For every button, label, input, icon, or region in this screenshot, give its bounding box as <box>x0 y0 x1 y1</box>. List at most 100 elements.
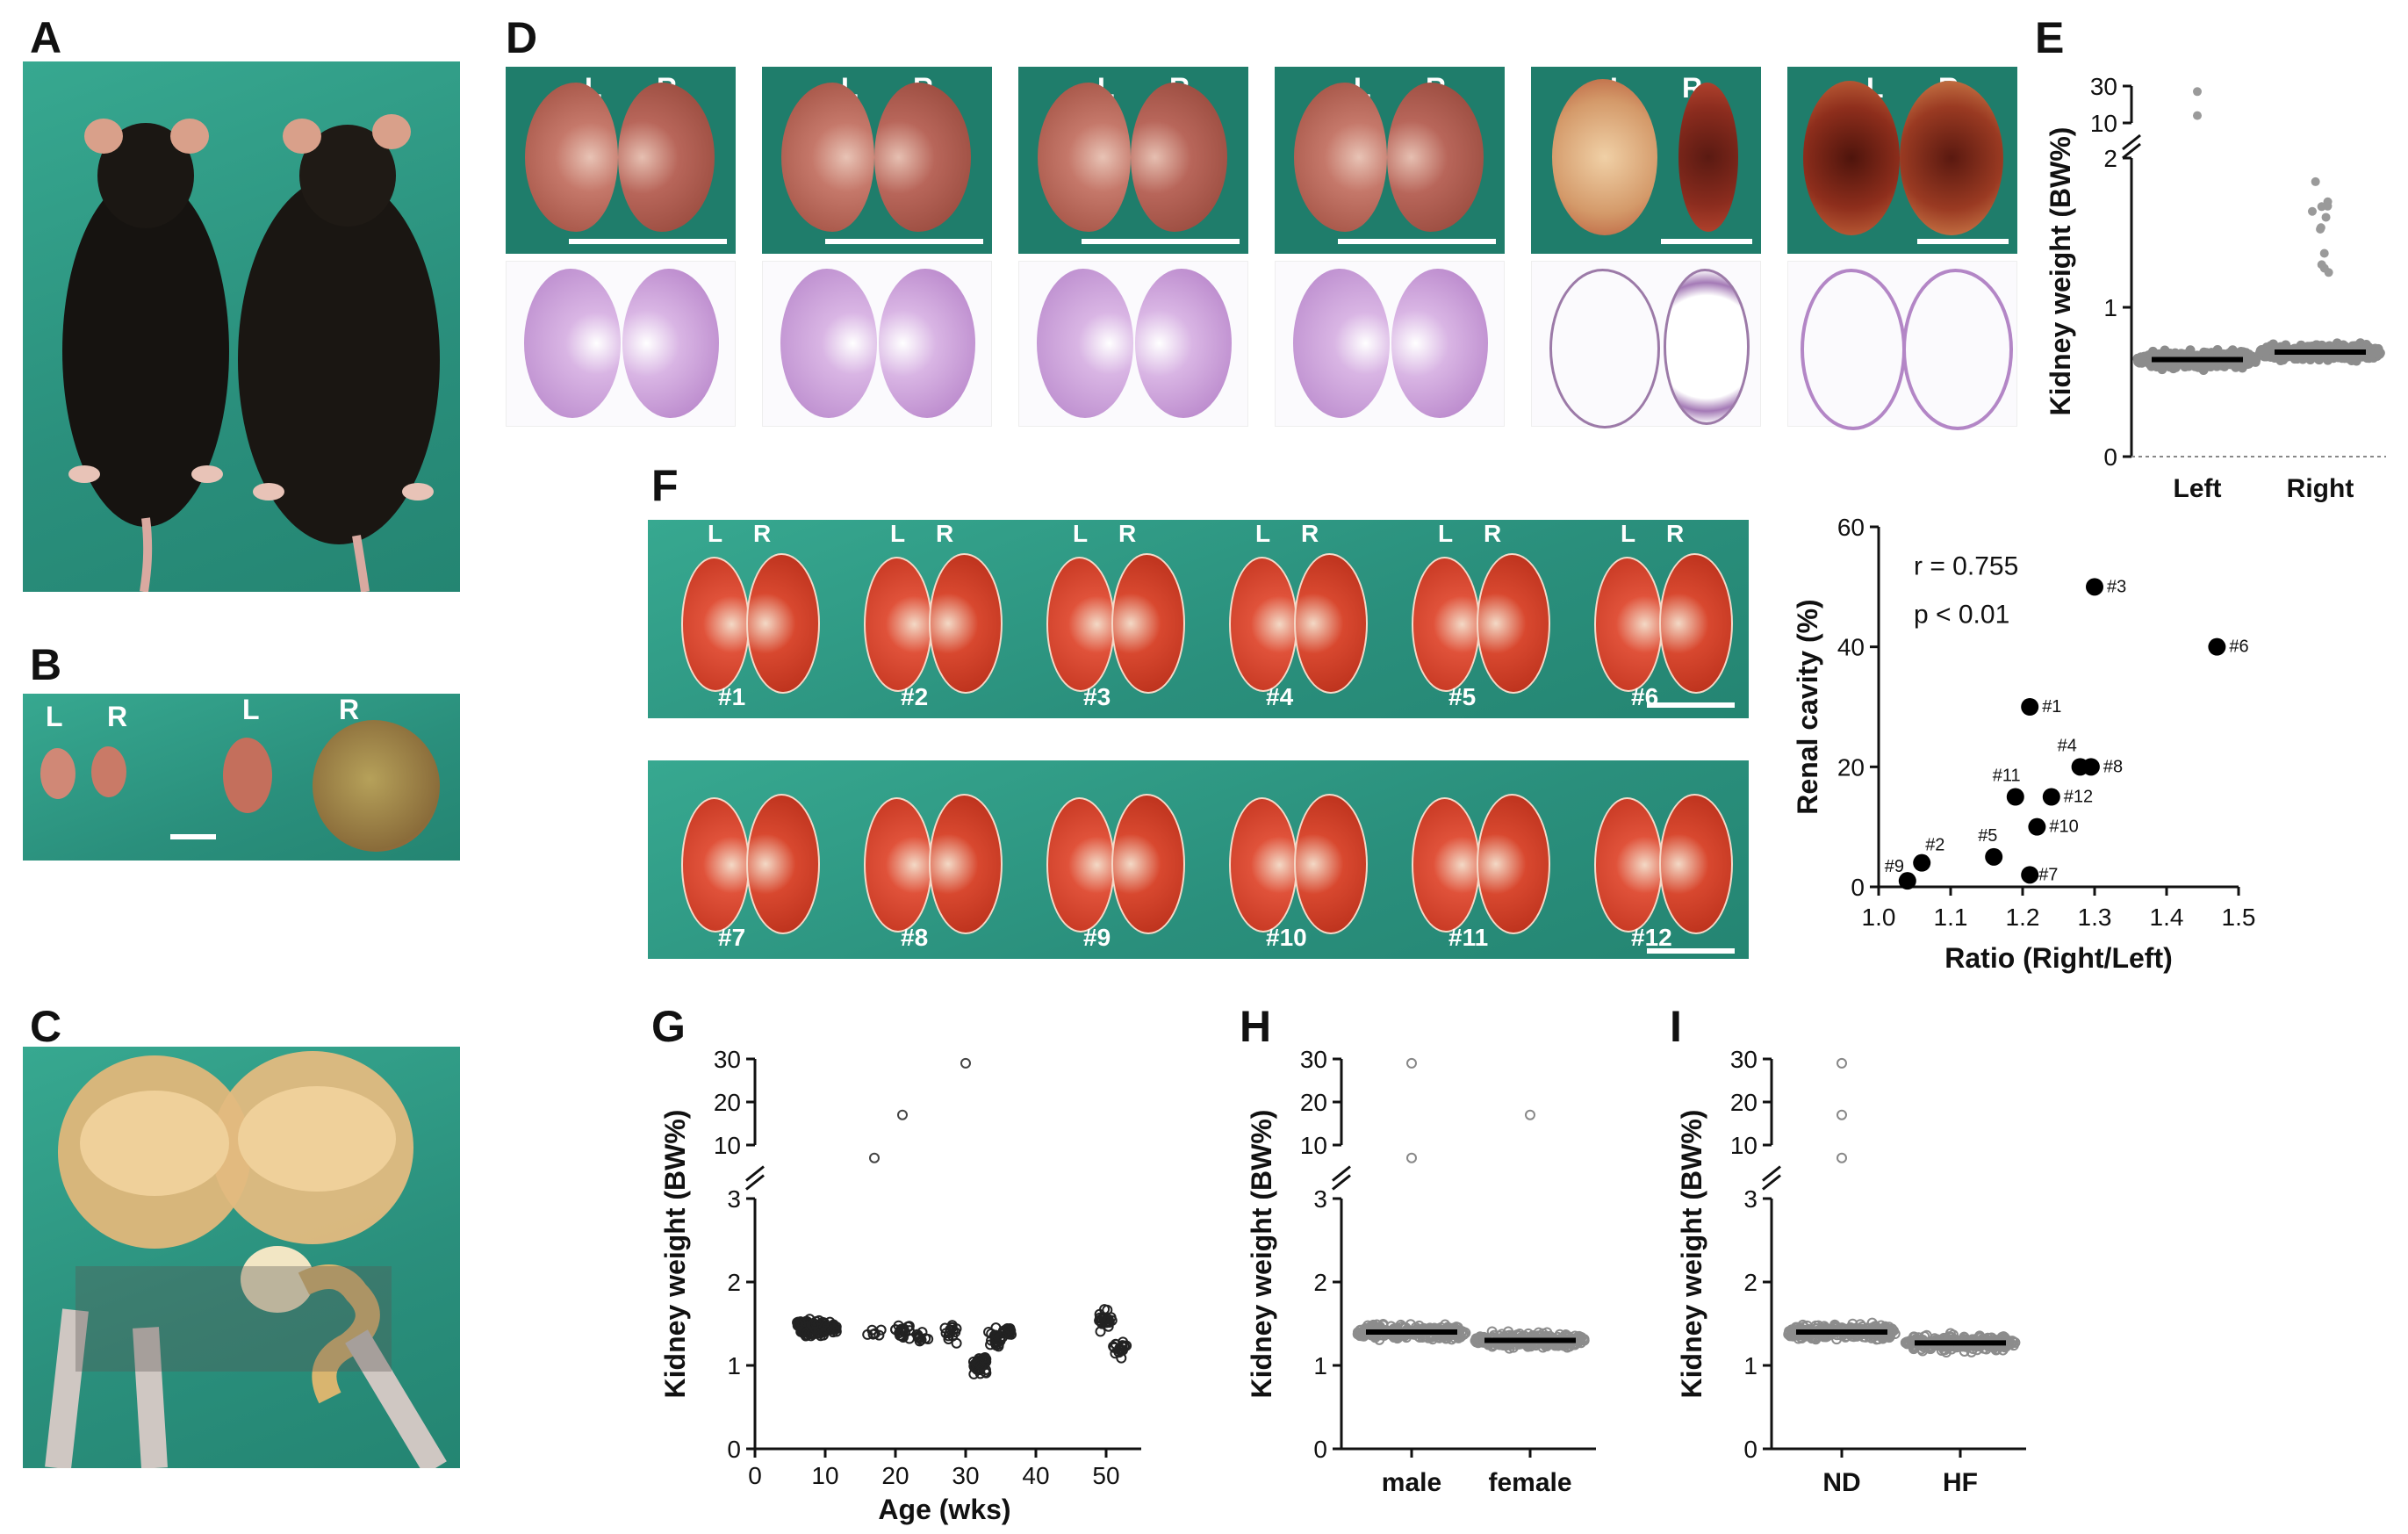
side-label-left: L <box>708 520 723 547</box>
data-point <box>2254 348 2265 358</box>
y-tick-label: 40 <box>1837 634 1865 661</box>
y-axis-label: Kidney weight (BW%) <box>2045 127 2076 416</box>
data-point <box>1790 1322 1801 1334</box>
outlier-point <box>869 1152 880 1163</box>
d-panel: LR <box>506 67 736 427</box>
kidney-right <box>1477 553 1550 694</box>
kidney-left <box>1046 557 1115 692</box>
d-histology <box>1531 261 1761 429</box>
data-point <box>944 1327 955 1338</box>
axis-break <box>1332 1174 1351 1191</box>
outlier-point <box>1837 1057 1847 1069</box>
side-label-right: R <box>1666 520 1685 547</box>
side-label-right: R <box>1484 520 1502 547</box>
data-point <box>2021 698 2039 716</box>
outlier-point <box>897 1109 908 1120</box>
data-point <box>827 1320 838 1331</box>
x-category-label: Right <box>2287 474 2354 503</box>
side-label-left: L <box>890 520 906 547</box>
data-point <box>2368 349 2378 359</box>
y-axis-label: Kidney weight (BW%) <box>659 1110 691 1399</box>
data-point <box>2006 788 2024 806</box>
x-tick-label: 0 <box>748 1462 762 1489</box>
data-point <box>1117 1341 1128 1352</box>
kidney-left <box>1412 797 1480 933</box>
y-tick-label: 20 <box>1300 1089 1327 1116</box>
photo-kidneys-b: L R L R <box>23 694 460 861</box>
y-tick-label: 20 <box>1837 753 1865 781</box>
panel-label-f: F <box>651 461 679 510</box>
side-label-right: R <box>339 694 360 725</box>
stats-annotation: r = 0.755 <box>1914 552 2018 581</box>
data-point <box>873 1329 885 1341</box>
histo-left <box>1549 269 1660 429</box>
d-histology <box>762 261 992 427</box>
axis-break <box>2122 133 2141 151</box>
d-histology <box>1275 261 1505 427</box>
y-tick-label: 2 <box>1743 1269 1757 1296</box>
side-label-left: L <box>1255 520 1271 547</box>
scale-bar <box>825 239 983 244</box>
kidney-right <box>929 553 1003 694</box>
d-histology <box>506 261 736 427</box>
data-point <box>950 1327 961 1338</box>
data-point <box>951 1337 962 1349</box>
point-label: #5 <box>1978 826 1997 846</box>
kidney-left <box>1046 797 1115 933</box>
y-tick-label: 2 <box>2103 145 2117 172</box>
kidney-left <box>1594 557 1663 692</box>
data-point <box>2028 817 2046 836</box>
data-point <box>2008 1340 2019 1351</box>
data-point <box>795 1318 807 1329</box>
histo-left <box>780 269 877 419</box>
photo-f-row1: L R #1 L R #2 L R #3 L R #4 L R #5 L R #6 <box>648 520 1749 718</box>
kidney-right <box>1111 553 1185 694</box>
y-tick-label: 3 <box>1743 1185 1757 1213</box>
histo-right <box>622 269 719 419</box>
panel-label-e: E <box>2035 13 2065 62</box>
kidney-right <box>1387 83 1484 232</box>
stats-annotation: p < 0.01 <box>1914 600 2009 629</box>
y-tick-label: 20 <box>714 1089 741 1116</box>
d-panel: LR <box>1531 67 1761 429</box>
photo-f-row2: #7 #8 #9 #10 #11 #12 <box>648 760 1749 959</box>
y-tick-label: 0 <box>1743 1436 1757 1463</box>
axis-break <box>745 1174 765 1191</box>
scale-bar <box>1647 702 1735 708</box>
y-tick-label: 0 <box>1851 874 1865 901</box>
data-point <box>2324 268 2333 277</box>
kidney-left <box>525 83 618 232</box>
kidney-right <box>1131 83 1227 232</box>
kidney-right <box>874 83 971 232</box>
d-kidney-photo: LR <box>1531 67 1761 255</box>
outlier-point <box>2193 111 2202 120</box>
side-label-left: L <box>1438 520 1454 547</box>
data-point <box>1094 1308 1105 1320</box>
outlier-point <box>1525 1109 1535 1120</box>
d-kidney-photo: LR <box>1275 67 1505 255</box>
x-tick-label: 20 <box>881 1462 909 1489</box>
f-photo-label: #10 <box>1266 924 1307 951</box>
data-point <box>1102 1315 1113 1327</box>
side-label-right: R <box>1301 520 1319 547</box>
y-tick-label: 10 <box>1730 1132 1757 1159</box>
data-point <box>2042 788 2060 806</box>
outlier-point <box>1837 1109 1847 1120</box>
point-label: #7 <box>2038 865 2058 884</box>
outlier-point <box>1406 1057 1417 1069</box>
data-point <box>2198 360 2209 371</box>
x-axis-label: Ratio (Right/Left) <box>1944 942 2173 974</box>
kidney-right <box>746 794 820 934</box>
y-tick-label: 0 <box>727 1436 741 1463</box>
d-kidney-photo: LR <box>1018 67 1248 255</box>
kidney-normal <box>91 746 126 797</box>
kidney-normal <box>223 738 272 813</box>
x-tick-label: 1.0 <box>1862 904 1896 931</box>
scale-bar <box>1917 239 2009 244</box>
d-kidney-photo: LR <box>762 67 992 255</box>
scale-bar <box>569 239 727 244</box>
y-tick-label: 10 <box>1300 1132 1327 1159</box>
side-label-left: L <box>46 701 63 732</box>
histo-right <box>1391 269 1488 419</box>
data-point <box>1997 1344 2009 1356</box>
